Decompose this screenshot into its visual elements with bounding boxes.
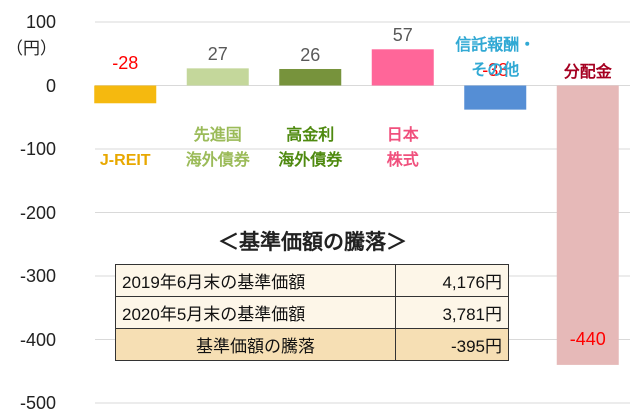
value-label: 57 xyxy=(392,25,413,46)
table-title: ＜基準価額の騰落＞ xyxy=(218,231,407,254)
bar xyxy=(464,85,527,110)
bar xyxy=(279,68,342,86)
category-label: 高金利 海外債券 xyxy=(278,127,343,169)
bar xyxy=(186,68,249,86)
table-row: 2020年5月末の基準価額 3,781円 xyxy=(115,296,509,329)
bar xyxy=(556,85,619,365)
category-label: 日本 株式 xyxy=(386,127,419,169)
table-row: 2019年6月末の基準価額 4,176円 xyxy=(115,264,509,297)
table-cell: 3,781円 xyxy=(395,296,509,329)
y-tick-label: -200 xyxy=(19,202,56,223)
value-label: -28 xyxy=(112,53,139,74)
y-tick-label: 0 xyxy=(45,75,56,96)
table-row: 基準価額の騰落 -395円 xyxy=(115,328,509,361)
unit-label: （円） xyxy=(6,39,57,58)
category-label: 分配金 xyxy=(563,64,612,81)
table-cell: 基準価額の騰落 xyxy=(115,328,396,361)
table-cell: 4,176円 xyxy=(395,264,509,297)
y-tick-label: -100 xyxy=(19,139,56,159)
category-label: 信託報酬・ その他 xyxy=(455,37,536,79)
y-tick-label: -400 xyxy=(19,329,56,350)
table: 2019年6月末の基準価額 4,176円 2020年5月末の基準価額 3,781円 基準… xyxy=(115,264,509,361)
table-cell: 2019年6月末の基準価額 xyxy=(115,264,396,297)
table-cell: -395円 xyxy=(395,328,509,361)
value-label: 26 xyxy=(300,44,321,65)
category-label: 先進国 海外債券 xyxy=(185,127,250,169)
y-tick-label: -500 xyxy=(19,393,56,411)
value-label: -440 xyxy=(569,328,606,349)
table-cell: 2020年5月末の基準価額 xyxy=(115,296,396,329)
bar xyxy=(371,49,434,86)
value-label: 27 xyxy=(207,44,228,65)
value-label: -38 xyxy=(482,59,509,80)
bar xyxy=(94,85,157,104)
category-label: J-REIT xyxy=(99,152,151,169)
y-tick-label: 100 xyxy=(25,12,56,32)
y-tick-label: -300 xyxy=(19,266,56,286)
